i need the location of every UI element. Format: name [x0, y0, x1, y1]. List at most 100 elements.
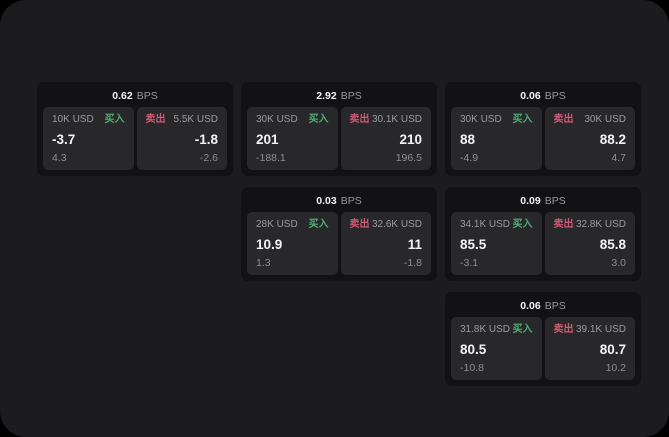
sell-top-row: 卖出 30K USD — [554, 114, 627, 126]
sell-price: 11 — [407, 236, 422, 252]
sell-change: -1.8 — [403, 257, 422, 269]
sell-amount: 32.8K USD — [575, 219, 626, 230]
sell-change: 3.0 — [611, 257, 626, 269]
buy-top-row: 31.8K USD 买入 — [460, 324, 533, 336]
buy-price: 201 — [256, 131, 279, 147]
card-body: 30K USD 买入 88 -4.9 卖出 30K USD 88.2 4.7 — [451, 107, 635, 170]
sell-amount: 5.5K USD — [173, 114, 218, 125]
buy-change: 4.3 — [52, 152, 67, 164]
bps-unit-label: BPS — [544, 300, 566, 312]
buy-amount: 31.8K USD — [460, 324, 511, 335]
sell-amount: 30.1K USD — [371, 114, 422, 125]
sell-change: 196.5 — [395, 152, 422, 164]
buy-panel[interactable]: 10K USD 买入 -3.7 4.3 — [43, 107, 134, 170]
buy-top-row: 10K USD 买入 — [52, 114, 125, 126]
card-body: 31.8K USD 买入 80.5 -10.8 卖出 39.1K USD 80.… — [451, 317, 635, 380]
buy-label: 买入 — [512, 219, 533, 230]
card-body: 30K USD 买入 201 -188.1 卖出 30.1K USD 210 1… — [247, 107, 431, 170]
card-body: 10K USD 买入 -3.7 4.3 卖出 5.5K USD -1.8 -2.… — [43, 107, 227, 170]
buy-panel[interactable]: 34.1K USD 买入 85.5 -3.1 — [451, 212, 542, 275]
sell-price: 85.8 — [599, 236, 626, 252]
sell-amount: 32.6K USD — [371, 219, 422, 230]
bps-unit-label: BPS — [544, 195, 566, 207]
quote-card[interactable]: 0.62 BPS 10K USD 买入 -3.7 4.3 卖出 5.5K USD … — [37, 82, 233, 176]
sell-change: 10.2 — [605, 362, 626, 374]
quote-card[interactable]: 0.06 BPS 30K USD 买入 88 -4.9 卖出 30K USD 88… — [445, 82, 641, 176]
buy-top-row: 30K USD 买入 — [460, 114, 533, 126]
sell-label: 卖出 — [553, 324, 574, 335]
bps-unit-label: BPS — [340, 195, 362, 207]
sell-change: -2.6 — [199, 152, 218, 164]
bps-unit-label: BPS — [136, 90, 158, 102]
bps-value: 0.06 — [520, 90, 541, 102]
buy-amount: 30K USD — [460, 114, 502, 125]
sell-panel[interactable]: 卖出 32.6K USD 11 -1.8 — [340, 212, 431, 275]
buy-price: 88 — [460, 131, 476, 147]
sell-top-row: 卖出 32.8K USD — [554, 219, 627, 231]
quote-card[interactable]: 0.03 BPS 28K USD 买入 10.9 1.3 卖出 32.6K USD… — [241, 187, 437, 281]
sell-panel[interactable]: 卖出 30.1K USD 210 196.5 — [340, 107, 431, 170]
sell-panel[interactable]: 卖出 30K USD 88.2 4.7 — [544, 107, 635, 170]
buy-price: -3.7 — [52, 131, 76, 147]
buy-label: 买入 — [308, 219, 329, 230]
card-header: 0.06 BPS — [451, 297, 635, 315]
card-header: 0.62 BPS — [43, 87, 227, 105]
sell-price: 210 — [399, 131, 422, 147]
buy-label: 买入 — [512, 114, 533, 125]
sell-top-row: 卖出 39.1K USD — [554, 324, 627, 336]
sell-panel[interactable]: 卖出 5.5K USD -1.8 -2.6 — [136, 107, 227, 170]
card-body: 34.1K USD 买入 85.5 -3.1 卖出 32.8K USD 85.8… — [451, 212, 635, 275]
buy-amount: 10K USD — [52, 114, 94, 125]
sell-price: -1.8 — [194, 131, 218, 147]
sell-top-row: 卖出 5.5K USD — [146, 114, 219, 126]
sell-label: 卖出 — [553, 114, 574, 125]
sell-label: 卖出 — [145, 114, 166, 125]
buy-amount: 34.1K USD — [460, 219, 511, 230]
buy-top-row: 30K USD 买入 — [256, 114, 329, 126]
buy-label: 买入 — [512, 324, 533, 335]
buy-panel[interactable]: 30K USD 买入 201 -188.1 — [247, 107, 338, 170]
card-header: 0.03 BPS — [247, 192, 431, 210]
sell-change: 4.7 — [611, 152, 626, 164]
sell-label: 卖出 — [349, 219, 370, 230]
buy-change: -188.1 — [256, 152, 286, 164]
bps-unit-label: BPS — [340, 90, 362, 102]
sell-price: 80.7 — [599, 341, 626, 357]
sell-top-row: 卖出 30.1K USD — [350, 114, 423, 126]
buy-label: 买入 — [308, 114, 329, 125]
buy-panel[interactable]: 31.8K USD 买入 80.5 -10.8 — [451, 317, 542, 380]
bps-value: 2.92 — [316, 90, 337, 102]
buy-change: -4.9 — [460, 152, 479, 164]
buy-price: 80.5 — [460, 341, 487, 357]
quote-card[interactable]: 0.06 BPS 31.8K USD 买入 80.5 -10.8 卖出 39.1K… — [445, 292, 641, 386]
buy-change: -3.1 — [460, 257, 479, 269]
sell-panel[interactable]: 卖出 39.1K USD 80.7 10.2 — [544, 317, 635, 380]
buy-panel[interactable]: 28K USD 买入 10.9 1.3 — [247, 212, 338, 275]
sell-amount: 39.1K USD — [575, 324, 626, 335]
buy-price: 10.9 — [256, 236, 283, 252]
buy-panel[interactable]: 30K USD 买入 88 -4.9 — [451, 107, 542, 170]
buy-top-row: 28K USD 买入 — [256, 219, 329, 231]
bps-value: 0.62 — [112, 90, 133, 102]
sell-label: 卖出 — [349, 114, 370, 125]
buy-amount: 30K USD — [256, 114, 298, 125]
sell-panel[interactable]: 卖出 32.8K USD 85.8 3.0 — [544, 212, 635, 275]
card-header: 0.09 BPS — [451, 192, 635, 210]
bps-value: 0.06 — [520, 300, 541, 312]
buy-label: 买入 — [104, 114, 125, 125]
quote-card[interactable]: 2.92 BPS 30K USD 买入 201 -188.1 卖出 30.1K U… — [241, 82, 437, 176]
card-body: 28K USD 买入 10.9 1.3 卖出 32.6K USD 11 -1.8 — [247, 212, 431, 275]
bps-value: 0.03 — [316, 195, 337, 207]
buy-change: 1.3 — [256, 257, 271, 269]
sell-amount: 30K USD — [584, 114, 626, 125]
quote-cards-grid: 0.62 BPS 10K USD 买入 -3.7 4.3 卖出 5.5K USD … — [37, 82, 641, 386]
bps-unit-label: BPS — [544, 90, 566, 102]
bps-value: 0.09 — [520, 195, 541, 207]
sell-top-row: 卖出 32.6K USD — [350, 219, 423, 231]
quote-card[interactable]: 0.09 BPS 34.1K USD 买入 85.5 -3.1 卖出 32.8K … — [445, 187, 641, 281]
sell-label: 卖出 — [553, 219, 574, 230]
buy-top-row: 34.1K USD 买入 — [460, 219, 533, 231]
buy-change: -10.8 — [460, 362, 484, 374]
card-header: 0.06 BPS — [451, 87, 635, 105]
